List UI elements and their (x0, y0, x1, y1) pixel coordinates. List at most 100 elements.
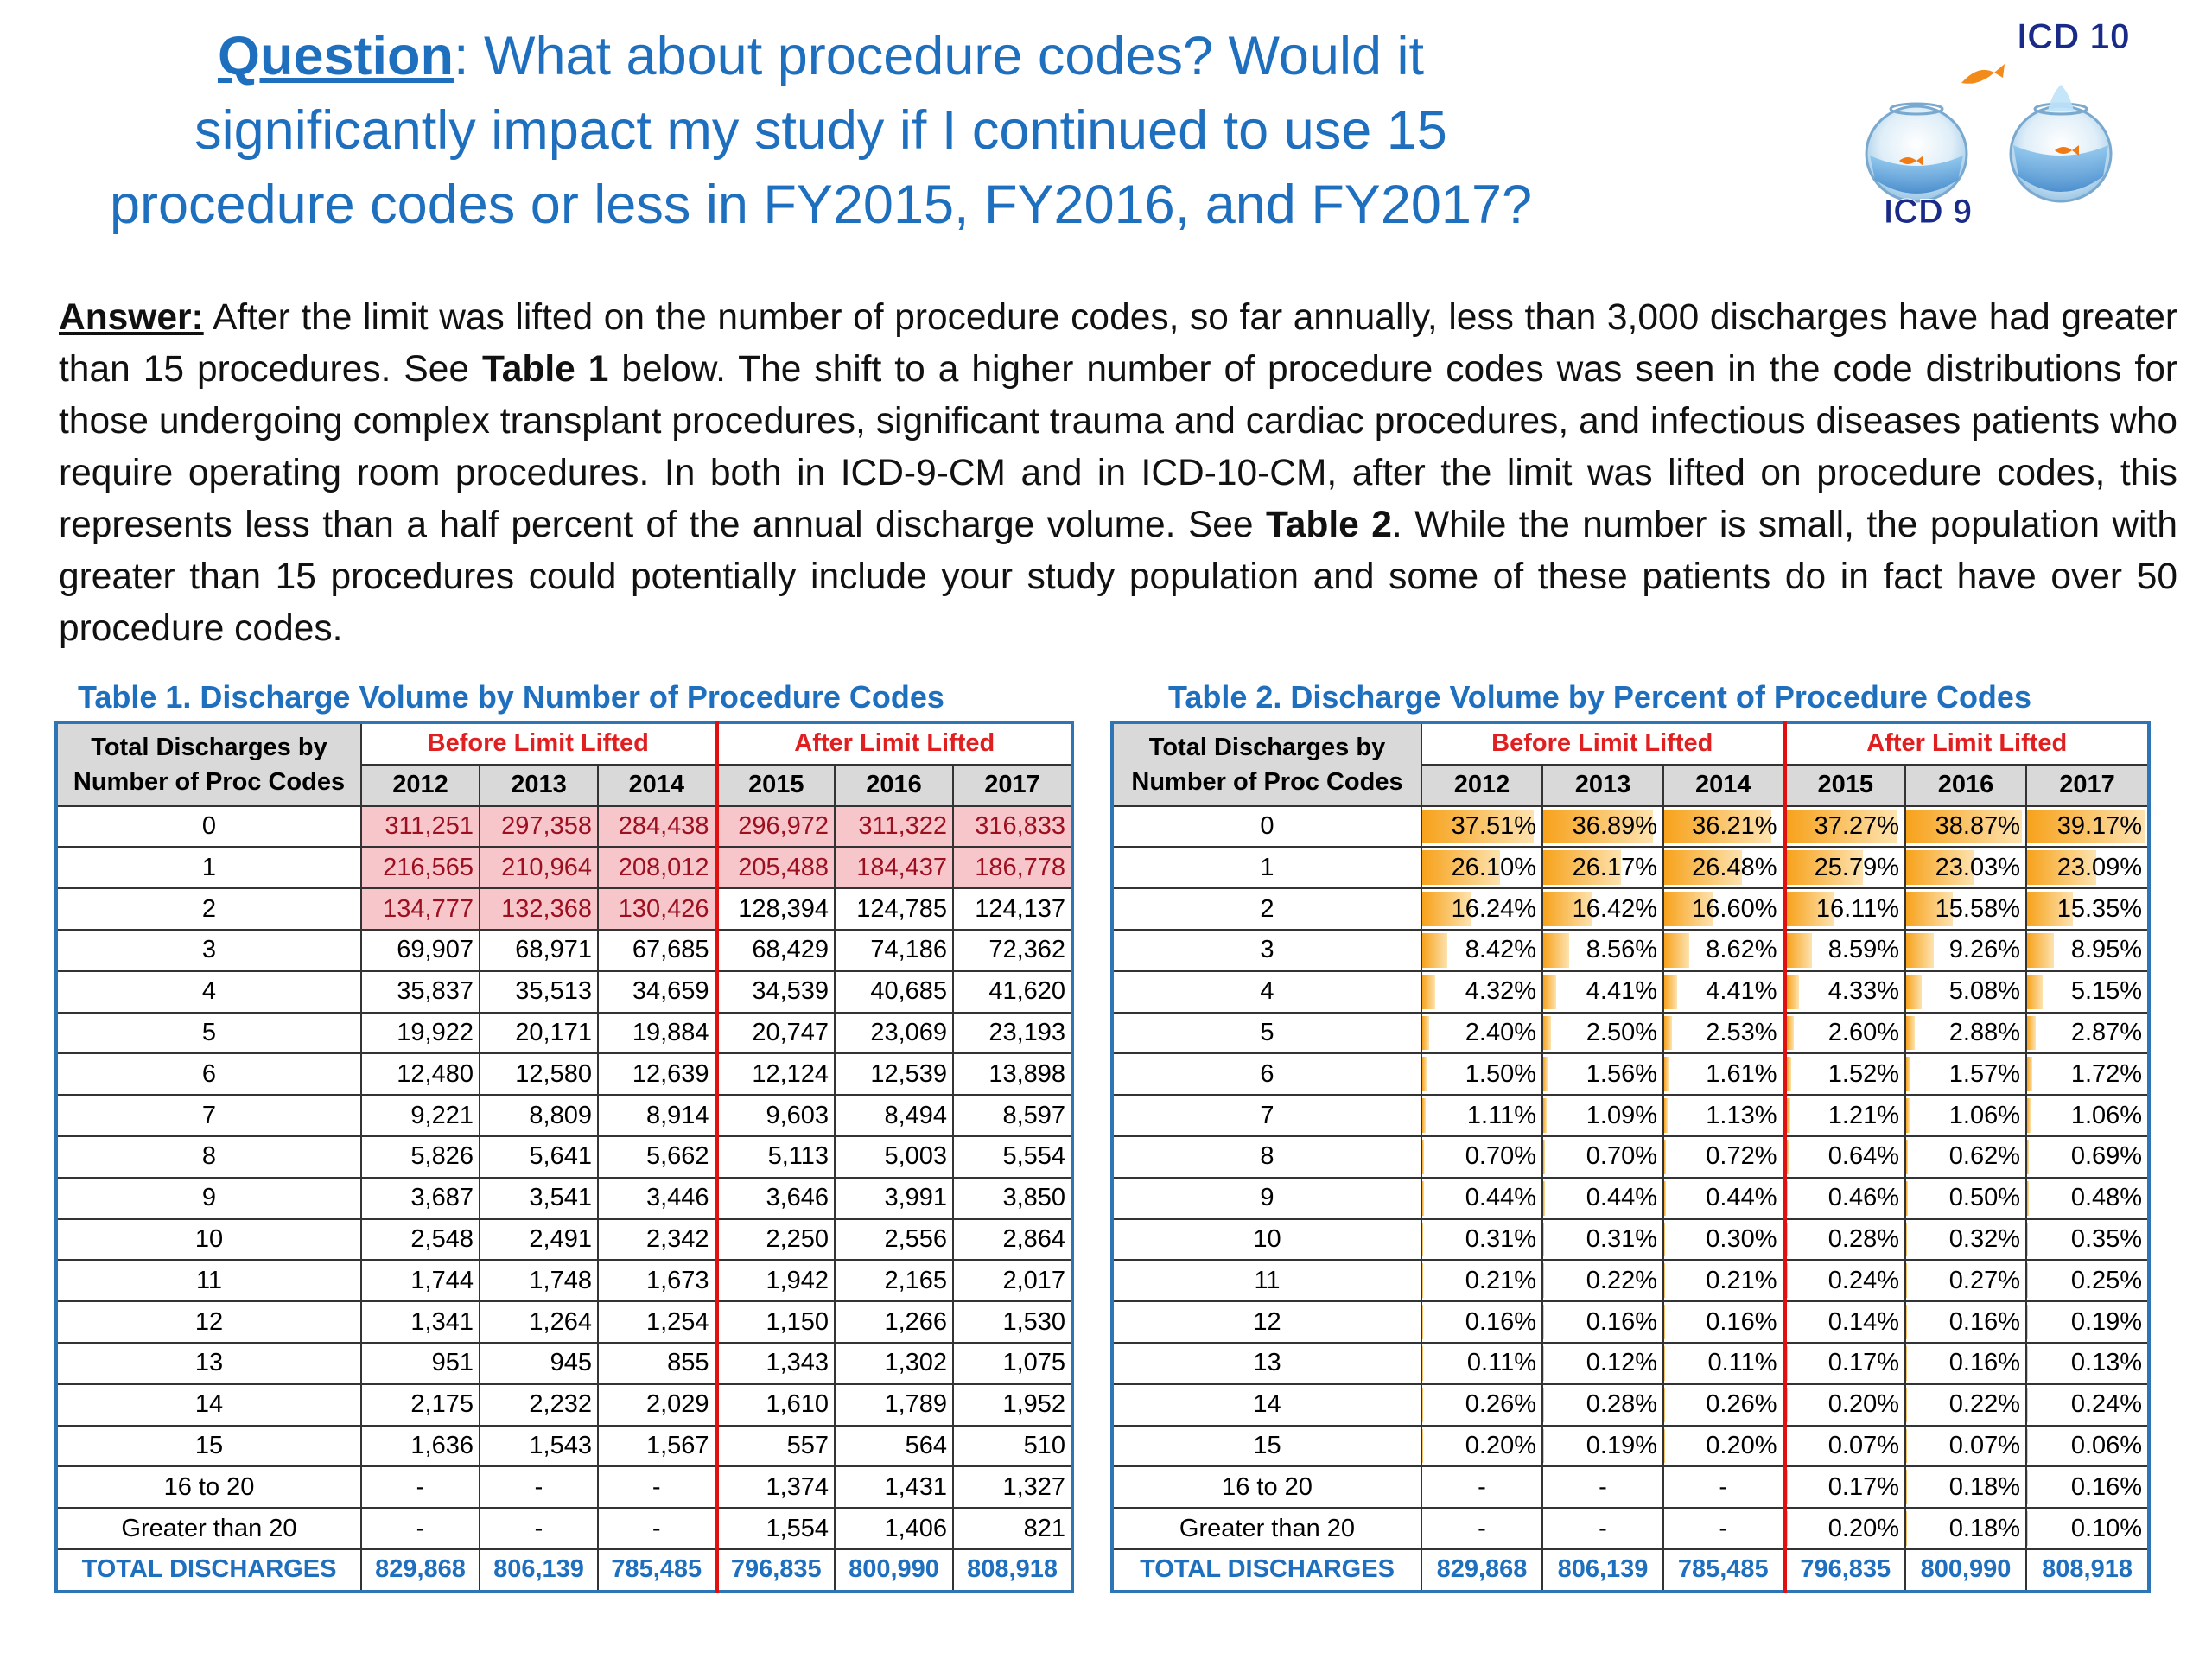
question-label: Question (217, 26, 454, 86)
table2-year-header: 2013 (1541, 763, 1664, 807)
table1-cell: 12,639 (596, 1052, 718, 1096)
table1-cell: 8,597 (952, 1094, 1074, 1137)
table1-year-header: 2017 (952, 763, 1074, 807)
databar (1789, 974, 1800, 1009)
table2-cell: 8.62% (1662, 928, 1786, 972)
table1-cell: 821 (952, 1507, 1074, 1550)
databar (1789, 809, 1897, 844)
table2-cell: 0.16% (2025, 1465, 2151, 1510)
table2-cell: 25.79% (1782, 846, 1907, 890)
table2-total-row: TOTAL DISCHARGES 829,868 806,139 785,485 796… (1111, 1548, 2151, 1592)
cell-value: 0.24% (2070, 1390, 2143, 1419)
databar (2027, 1388, 2028, 1422)
cell-value: 9.26% (1948, 936, 2021, 964)
table2-row-label: 13 (1111, 1341, 1422, 1385)
databar (2028, 1057, 2032, 1092)
table1-cell: 9,221 (360, 1094, 480, 1137)
table1-row-label: 0 (55, 804, 362, 849)
table1-cell: 1,341 (360, 1300, 480, 1344)
cell-value: 0.06% (2070, 1431, 2143, 1459)
answer-paragraph: Answer: After the limit was lifted on th… (59, 292, 2177, 655)
table2-cell: 15.35% (2025, 887, 2151, 931)
table1-cell: 5,113 (714, 1135, 836, 1179)
cell-value: 0.44% (1706, 1184, 1777, 1212)
table2-cell: 4.41% (1662, 969, 1786, 1014)
databar (1665, 1180, 1666, 1216)
table2-row-label: 12 (1111, 1300, 1422, 1344)
cell-value: 0.22% (1586, 1266, 1657, 1294)
table1-cell: 1,744 (360, 1259, 480, 1303)
table1-row-header: Total Discharges by Number of Proc Codes (55, 721, 362, 807)
cell-value: 16.24% (1451, 894, 1536, 923)
table1-after-label: After Limit Lifted (714, 721, 1074, 766)
table2-cell: 0.64% (1782, 1135, 1907, 1179)
databar (1787, 1140, 1789, 1174)
table2-cell: 37.51% (1421, 804, 1543, 849)
table1-cell: 8,809 (479, 1094, 599, 1137)
table2-cell: 2.50% (1541, 1011, 1664, 1055)
cell-value: 0.31% (1586, 1224, 1657, 1253)
cell-value: 1.61% (1706, 1059, 1777, 1088)
databar (1423, 1222, 1424, 1257)
table1-row-label: 7 (55, 1094, 362, 1137)
table1-row: Greater than 20- - -1,554 1,406 821 (55, 1507, 1074, 1550)
table1-cell: 124,137 (952, 887, 1074, 931)
databar (2028, 892, 2074, 926)
cell-value: 1.06% (2070, 1101, 2143, 1129)
databar (1907, 892, 1953, 926)
table1-row-label: 16 to 20 (55, 1465, 362, 1510)
table2-cell: 0.18% (1904, 1507, 2028, 1550)
cell-value: 36.89% (1572, 811, 1657, 840)
databar (1789, 1057, 1791, 1092)
databar (1544, 974, 1557, 1009)
cell-value: 0.28% (1586, 1390, 1657, 1419)
table1-cell: 284,438 (596, 804, 718, 849)
table2-cell: 26.10% (1421, 846, 1543, 890)
table1-row: 11 1,744 1,748 1,673 1,942 2,165 2,017 (55, 1259, 1074, 1303)
table1-cell: 3,687 (360, 1176, 480, 1220)
databar (1787, 1181, 1789, 1216)
table2-cell: 1.21% (1782, 1094, 1907, 1137)
table1-cell: 316,833 (952, 804, 1074, 849)
cell-value: 26.48% (1692, 853, 1777, 881)
table1-total-cell: 796,835 (714, 1548, 836, 1592)
table1-cell: 132,368 (479, 887, 599, 931)
table2-cell: 0.44% (1421, 1176, 1543, 1220)
table2-cell: 0.12% (1541, 1341, 1664, 1385)
databar (1787, 1346, 1788, 1381)
table1-row-label: 4 (55, 969, 362, 1014)
table1-cell: 19,884 (596, 1011, 718, 1055)
databar (1423, 1139, 1425, 1174)
table1-cell: - (360, 1507, 480, 1550)
cell-value: 0.62% (1948, 1142, 2021, 1171)
cell-value: 1.56% (1586, 1059, 1657, 1088)
cell-value: 2.53% (1706, 1018, 1777, 1046)
table2-year-header: 2015 (1782, 763, 1907, 807)
databar (2027, 1305, 2028, 1339)
databar (2028, 932, 2055, 968)
table2-cell: 0.19% (1541, 1424, 1664, 1468)
cell-value: 0.11% (1707, 1349, 1777, 1377)
table1-cell: 1,610 (714, 1382, 836, 1427)
databar (1787, 1263, 1788, 1298)
cell-value: 0.07% (1827, 1431, 1900, 1459)
table1-total-label: TOTAL DISCHARGES (55, 1548, 362, 1592)
cell-value: 23.09% (2056, 853, 2143, 881)
table1-cell: 128,394 (714, 887, 836, 931)
table1-cell: 2,029 (596, 1382, 718, 1427)
logo-icd9-label: ICD 9 (1884, 193, 1972, 231)
table1-cell: 1,942 (714, 1259, 836, 1303)
table2-cell: 0.31% (1541, 1217, 1664, 1262)
databar (1907, 932, 1934, 968)
databar (1665, 974, 1678, 1009)
table2-row-label: 4 (1111, 969, 1422, 1014)
table2-cell: 0.17% (1782, 1465, 1907, 1510)
table2-cell: 16.60% (1662, 887, 1786, 931)
table1-row-label: 3 (55, 928, 362, 972)
table1-total-cell: 829,868 (360, 1548, 480, 1592)
table2-total-cell: 829,868 (1421, 1548, 1543, 1592)
cell-value: 0.16% (1706, 1307, 1777, 1336)
table1-cell: 124,785 (834, 887, 955, 931)
table2-cell: 2.87% (2025, 1011, 2151, 1055)
table2-cell: 0.35% (2025, 1217, 2151, 1262)
